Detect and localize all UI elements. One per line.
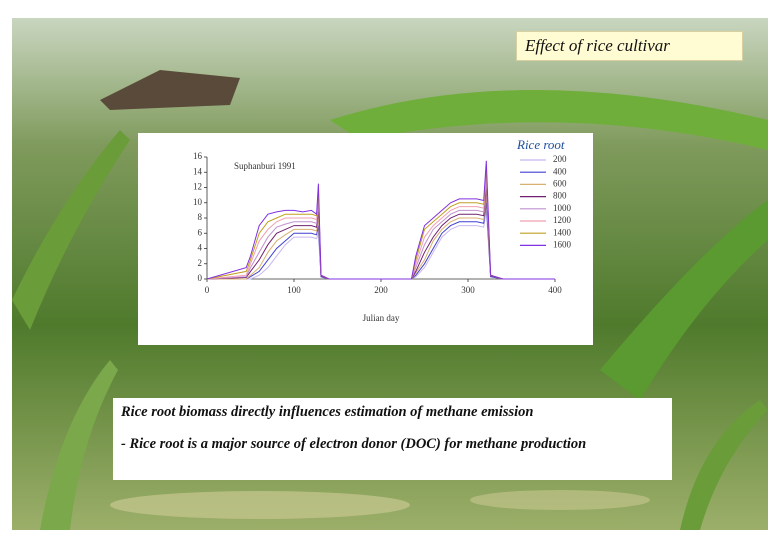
leaf: [600, 200, 768, 400]
x-tick-label: 200: [374, 285, 388, 295]
legend-label: 800: [553, 191, 567, 201]
legend-label: 1000: [553, 203, 572, 213]
y-tick-label: 2: [198, 258, 203, 268]
text-box: Rice root biomass directly influences es…: [113, 398, 672, 480]
x-tick-label: 300: [461, 285, 475, 295]
series-line: [207, 210, 555, 280]
grain: [470, 490, 650, 510]
series-line: [206, 168, 555, 280]
legend-label: 200: [553, 154, 567, 164]
series-line: [207, 195, 555, 280]
y-tick-label: 14: [193, 166, 203, 176]
series-line: [206, 179, 555, 280]
legend-title: Rice root: [516, 137, 565, 152]
series-line: [206, 160, 555, 280]
x-tick-label: 0: [205, 285, 210, 295]
body-line: - Rice root is a major source of electro…: [121, 436, 587, 452]
legend-label: 1600: [553, 239, 572, 249]
x-axis-label: Julian day: [363, 313, 400, 323]
leaf: [12, 130, 130, 330]
y-tick-label: 12: [193, 182, 202, 192]
y-tick-label: 8: [198, 212, 203, 222]
x-tick-label: 400: [548, 285, 562, 295]
legend-label: 400: [553, 166, 567, 176]
chart: Suphanburi 1991 Julian day Rice root 0 2 4…: [193, 137, 572, 323]
hut: [100, 70, 240, 110]
leaf: [330, 90, 768, 150]
y-tick-label: 10: [193, 197, 203, 207]
y-tick-label: 16: [193, 151, 203, 161]
legend-label: 1200: [553, 215, 572, 225]
body-line: Rice root biomass directly influences es…: [121, 404, 534, 420]
leaf: [40, 360, 118, 530]
chart-annotation: Suphanburi 1991: [234, 161, 296, 171]
title-box: Effect of rice cultivar: [516, 31, 743, 61]
y-tick-label: 4: [198, 243, 203, 253]
x-tick-label: 100: [287, 285, 301, 295]
y-tick-label: 0: [198, 273, 203, 283]
y-tick-label: 6: [198, 227, 203, 237]
legend-label: 1400: [553, 227, 572, 237]
legend-label: 600: [553, 178, 567, 188]
chart-box: Suphanburi 1991 Julian day Rice root 0 2 4…: [138, 133, 593, 345]
leaf: [680, 400, 768, 530]
grain: [110, 491, 410, 519]
